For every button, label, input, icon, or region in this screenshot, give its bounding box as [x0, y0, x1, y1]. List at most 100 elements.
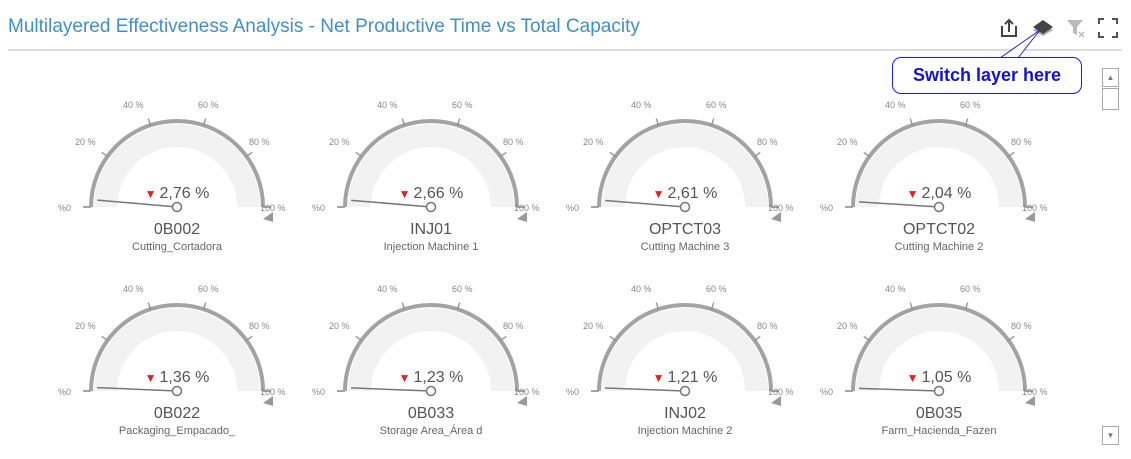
scale-label: 20 % — [75, 321, 96, 331]
gauge-dial — [337, 302, 527, 406]
gauge-name: 0B033 — [407, 405, 455, 422]
scale-label: 60 % — [452, 100, 473, 110]
gauge-tick — [355, 151, 362, 157]
vertical-scrollbar[interactable]: ▲ ▼ — [1102, 68, 1119, 446]
gauge-dial — [83, 302, 273, 406]
scale-label: 60 % — [706, 100, 727, 110]
gauge-arc — [597, 303, 773, 392]
gauge-value-text: 2,04 % — [921, 185, 972, 202]
gauge-tick — [457, 118, 461, 126]
scale-label: 60 % — [960, 284, 981, 294]
scale-label: 80 % — [1011, 137, 1032, 147]
scale-label: 60 % — [452, 284, 473, 294]
gauge-needle — [605, 199, 686, 208]
max-marker-triangle — [517, 212, 527, 222]
scale-label: 80 % — [1011, 321, 1032, 331]
gauge-arc — [89, 303, 265, 392]
gauge-needle — [859, 387, 940, 392]
gauge-band — [94, 308, 260, 391]
gauge-band — [856, 124, 1022, 207]
gauge-band — [602, 124, 768, 207]
gauge-arc — [597, 119, 773, 208]
scroll-up-button[interactable]: ▲ — [1102, 68, 1119, 87]
gauge-card[interactable]: %0 20 % 40 % 60 % 80 % 100 % ▼ 1,36 % 0B022 Packa… — [50, 284, 304, 459]
title-divider — [8, 49, 1122, 51]
gauge-card[interactable]: %0 20 % 40 % 60 % 80 % 100 % ▼ 2,61 % OPTCT03 Cut… — [558, 100, 812, 284]
gauge-card[interactable]: %0 20 % 40 % 60 % 80 % 100 % ▼ 1,05 % 0B035 Farm_… — [812, 284, 1066, 459]
gauge-band — [348, 124, 514, 207]
gauge-value-text: 1,21 % — [667, 369, 718, 386]
scroll-down-button[interactable]: ▼ — [1102, 426, 1119, 445]
trend-down-icon: ▼ — [906, 371, 919, 385]
gauge-needle — [351, 199, 432, 208]
gauge-value-text: 2,76 % — [159, 185, 210, 202]
needle-pivot — [679, 201, 691, 213]
gauge-arc — [851, 119, 1027, 208]
gauge-description: Storage Area_Área d — [379, 425, 483, 437]
gauge-tick — [909, 302, 913, 310]
gauge-name: 0B035 — [915, 405, 963, 422]
gauge-name: INJ02 — [664, 405, 706, 422]
gauge-name: OPTCT03 — [648, 221, 721, 238]
scale-label: 80 % — [503, 137, 524, 147]
gauge-description: Injection Machine 2 — [637, 425, 733, 437]
gauge-arc — [851, 303, 1027, 392]
scroll-thumb[interactable] — [1102, 88, 1119, 110]
scale-label: 80 % — [503, 321, 524, 331]
gauge-band — [602, 308, 768, 391]
clear-filter-icon[interactable] — [1064, 16, 1088, 40]
callout-pointer — [999, 29, 1041, 59]
gauge-tick — [203, 118, 207, 126]
gauge-value: ▼ 1,21 % — [558, 369, 812, 387]
gauge-value-text: 1,23 % — [413, 369, 464, 386]
gauge-needle — [97, 199, 178, 208]
gauge-card[interactable]: %0 20 % 40 % 60 % 80 % 100 % ▼ 2,66 % INJ01 Injec… — [304, 100, 558, 284]
gauge-tick — [457, 302, 461, 310]
scale-label: 20 % — [583, 137, 604, 147]
scale-label: 100 % — [768, 203, 794, 213]
scale-label: 100 % — [1022, 203, 1048, 213]
trend-down-icon: ▼ — [906, 187, 919, 201]
gauge-card[interactable]: %0 20 % 40 % 60 % 80 % 100 % ▼ 2,04 % OPTCT02 Cut… — [812, 100, 1066, 284]
gauge-tick — [754, 335, 761, 341]
gauge-tick — [500, 335, 507, 341]
gauge-needle — [97, 386, 178, 392]
max-marker-triangle — [771, 396, 781, 406]
needle-pivot — [171, 385, 183, 397]
fullscreen-icon[interactable] — [1096, 16, 1120, 40]
trend-down-icon: ▼ — [652, 187, 665, 201]
trend-down-icon: ▼ — [398, 371, 411, 385]
gauge-value-text: 2,61 % — [667, 185, 718, 202]
trend-down-icon: ▼ — [144, 187, 157, 201]
max-marker-triangle — [1025, 396, 1035, 406]
gauge-name: OPTCT02 — [902, 221, 975, 238]
share-icon[interactable] — [997, 16, 1021, 40]
gauge-card[interactable]: %0 20 % 40 % 60 % 80 % 100 % ▼ 1,21 % INJ02 Injec… — [558, 284, 812, 459]
scale-label: 100 % — [768, 387, 794, 397]
needle-pivot — [425, 385, 437, 397]
gauge-tick — [909, 118, 913, 126]
scale-label: 40 % — [377, 100, 398, 110]
gauge-tick — [147, 302, 151, 310]
needle-pivot — [171, 201, 183, 213]
gauge-tick — [863, 151, 870, 157]
gauge-band — [856, 308, 1022, 391]
gauge-dial — [591, 302, 781, 406]
trend-down-icon: ▼ — [652, 371, 665, 385]
gauge-tick — [147, 118, 151, 126]
scale-label: 20 % — [837, 137, 858, 147]
scale-label: %0 — [312, 203, 326, 213]
needle-pivot — [933, 201, 945, 213]
scale-label: %0 — [820, 387, 834, 397]
gauge-tick — [711, 302, 715, 310]
gauge-arc — [343, 303, 519, 392]
needle-pivot — [679, 385, 691, 397]
scale-label: 80 % — [757, 137, 778, 147]
gauge-dial — [591, 118, 781, 222]
scale-label: 100 % — [514, 387, 540, 397]
gauge-name: 0B022 — [153, 405, 201, 422]
gauge-card[interactable]: %0 20 % 40 % 60 % 80 % 100 % ▼ 1,23 % 0B033 Stora… — [304, 284, 558, 459]
gauge-card[interactable]: %0 20 % 40 % 60 % 80 % 100 % ▼ 2,76 % 0B002 Cutti… — [50, 100, 304, 284]
gauge-tick — [500, 151, 507, 157]
